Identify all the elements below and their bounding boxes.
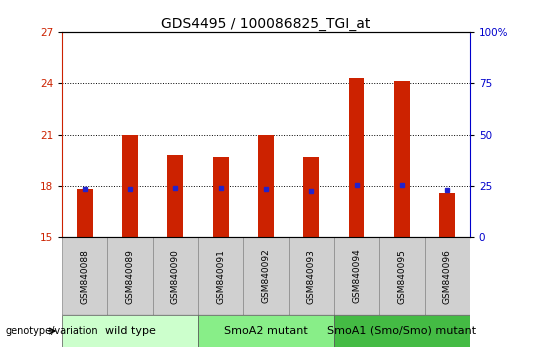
Bar bbox=[334, 237, 379, 315]
Bar bbox=[62, 315, 198, 347]
Bar bbox=[394, 81, 410, 237]
Bar bbox=[167, 155, 183, 237]
Bar bbox=[334, 315, 470, 347]
Bar bbox=[122, 135, 138, 237]
Text: GSM840094: GSM840094 bbox=[352, 249, 361, 303]
Bar bbox=[107, 237, 153, 315]
Text: GSM840095: GSM840095 bbox=[397, 249, 406, 304]
Text: wild type: wild type bbox=[105, 326, 156, 336]
Text: GSM840091: GSM840091 bbox=[216, 249, 225, 304]
Bar bbox=[258, 135, 274, 237]
Bar bbox=[349, 78, 365, 237]
Bar bbox=[198, 237, 244, 315]
Bar bbox=[77, 189, 93, 237]
Text: GSM840092: GSM840092 bbox=[261, 249, 271, 303]
Bar bbox=[62, 237, 107, 315]
Bar bbox=[198, 315, 334, 347]
Text: genotype/variation: genotype/variation bbox=[5, 326, 98, 336]
Bar bbox=[439, 193, 455, 237]
Bar bbox=[153, 237, 198, 315]
Bar bbox=[244, 237, 288, 315]
Text: SmoA2 mutant: SmoA2 mutant bbox=[224, 326, 308, 336]
Bar bbox=[288, 237, 334, 315]
Text: SmoA1 (Smo/Smo) mutant: SmoA1 (Smo/Smo) mutant bbox=[327, 326, 476, 336]
Text: GSM840096: GSM840096 bbox=[443, 249, 451, 304]
Bar bbox=[424, 237, 470, 315]
Bar bbox=[213, 157, 228, 237]
Text: GSM840089: GSM840089 bbox=[126, 249, 134, 304]
Text: GSM840090: GSM840090 bbox=[171, 249, 180, 304]
Bar bbox=[303, 157, 319, 237]
Text: GSM840088: GSM840088 bbox=[80, 249, 89, 304]
Text: GSM840093: GSM840093 bbox=[307, 249, 316, 304]
Title: GDS4495 / 100086825_TGI_at: GDS4495 / 100086825_TGI_at bbox=[161, 17, 370, 31]
Bar bbox=[379, 237, 424, 315]
